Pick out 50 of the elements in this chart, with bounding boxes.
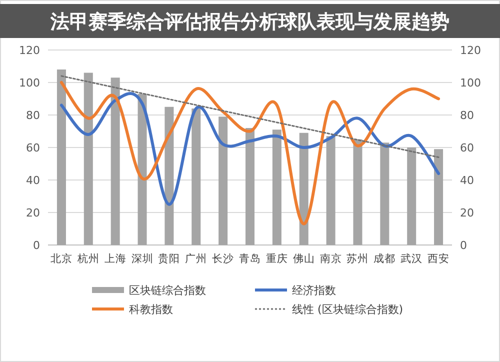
legend-label: 科教指数	[129, 303, 173, 316]
bar	[353, 139, 362, 245]
x-tick-label: 长沙	[212, 252, 234, 265]
chart-title: 法甲赛季综合评估报告分析球队表现与发展趋势	[50, 11, 450, 33]
x-tick-label: 西安	[428, 252, 450, 265]
x-tick-label: 广州	[185, 252, 208, 265]
y-tick-label: 40	[26, 174, 40, 187]
bar	[380, 142, 390, 245]
y-tick-label: 0	[33, 239, 40, 252]
y2-tick-label: 20	[460, 206, 474, 220]
y-tick-label: 20	[26, 206, 40, 220]
bar	[272, 130, 282, 245]
x-tick-label: 佛山	[292, 252, 315, 265]
y-tick-label: 100	[19, 76, 40, 90]
x-tick-label: 上海	[104, 252, 126, 265]
y-tick-label: 120	[19, 44, 40, 57]
y2-tick-label: 0	[460, 239, 467, 252]
x-tick-label: 苏州	[346, 252, 369, 265]
bar	[218, 116, 228, 245]
x-tick-label: 深圳	[131, 252, 154, 265]
bar	[299, 132, 308, 245]
legend-label: 线性 (区块链综合指数)	[292, 303, 404, 316]
y2-tick-label: 80	[460, 109, 474, 122]
legend-label: 经济指数	[292, 284, 336, 297]
x-tick-label: 杭州	[76, 252, 100, 265]
y2-tick-label: 40	[460, 174, 474, 187]
x-tick-label: 北京	[50, 252, 72, 265]
x-tick-label: 重庆	[266, 252, 288, 265]
bar	[138, 94, 147, 245]
bar	[56, 70, 66, 245]
y-tick-label: 60	[26, 142, 40, 154]
bar	[407, 148, 416, 245]
x-tick-label: 贵阳	[158, 252, 180, 265]
x-tick-label: 南京	[320, 252, 342, 265]
y2-tick-label: 120	[460, 44, 481, 57]
line-series	[60, 81, 440, 226]
x-tick-label: 武汉	[400, 252, 423, 265]
bar	[434, 149, 444, 245]
legend-label: 区块链综合指数	[129, 284, 206, 297]
bar	[246, 128, 254, 245]
bar	[164, 106, 174, 245]
bar	[192, 108, 201, 245]
bar	[84, 72, 93, 245]
x-tick-label: 青岛	[239, 252, 261, 265]
x-tick-label: 成都	[374, 252, 396, 265]
y2-tick-label: 100	[460, 76, 481, 90]
y2-tick-label: 60	[460, 142, 474, 154]
bar	[110, 78, 120, 245]
y-tick-label: 80	[26, 109, 40, 122]
bar	[326, 136, 336, 245]
